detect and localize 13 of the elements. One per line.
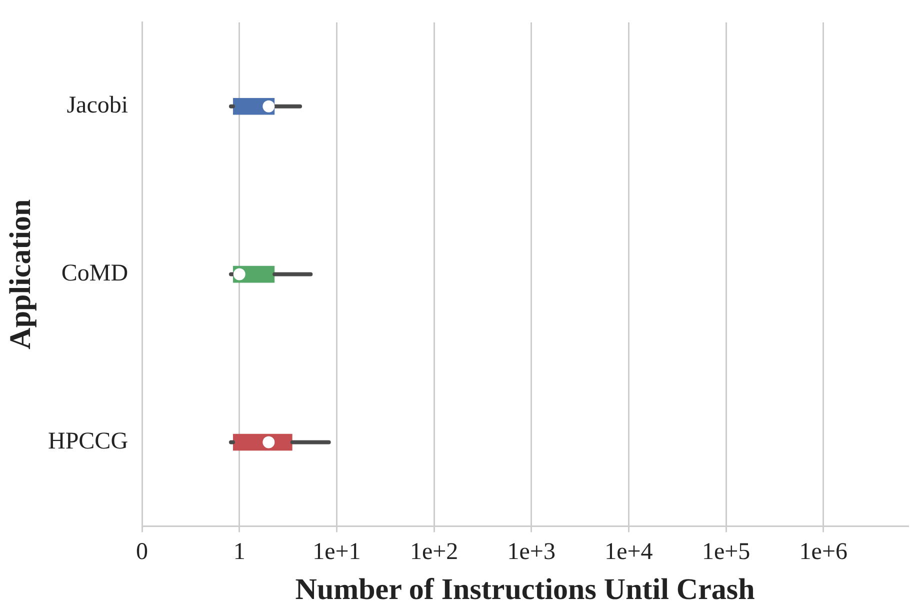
x-tick-label: 1e+3 — [507, 538, 556, 565]
x-tick-label: 1e+1 — [312, 538, 361, 565]
x-tick-label: 1 — [233, 538, 246, 565]
x-tick-label: 0 — [136, 538, 148, 565]
y-tick-label: HPCCG — [48, 428, 128, 455]
x-axis-title: Number of Instructions Until Crash — [295, 572, 756, 606]
x-tick-label: 1e+5 — [702, 538, 750, 565]
x-tick-label: 1e+6 — [799, 538, 848, 565]
y-tick-label: CoMD — [61, 260, 128, 287]
x-tick-label: 1e+4 — [604, 538, 653, 565]
x-tick-label: 1e+2 — [410, 538, 458, 565]
y-axis-title: Application — [4, 198, 37, 350]
y-tick-label: Jacobi — [66, 92, 128, 119]
